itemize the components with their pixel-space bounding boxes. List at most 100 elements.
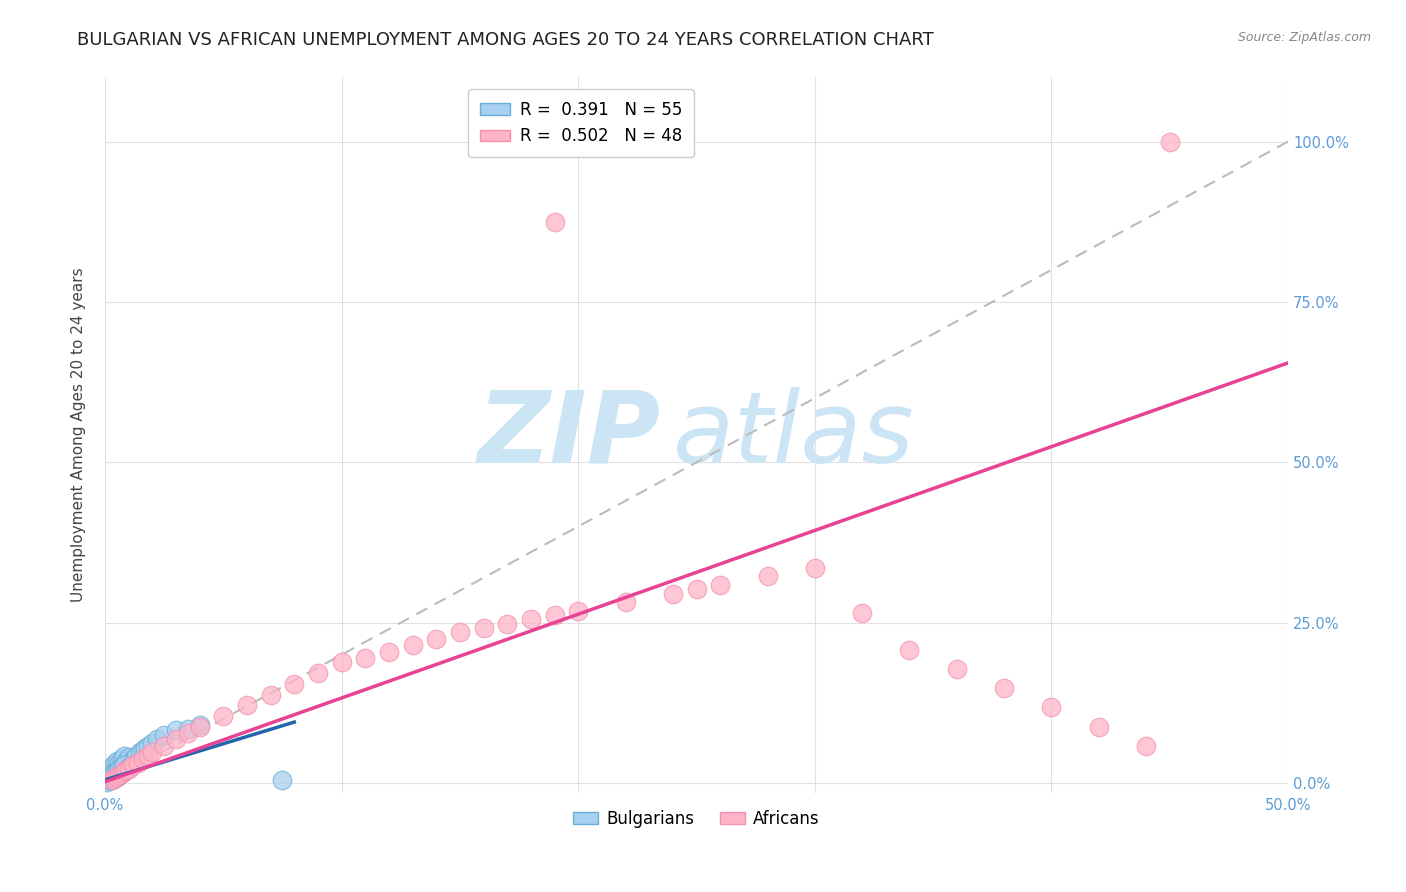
Legend: Bulgarians, Africans: Bulgarians, Africans	[567, 803, 827, 834]
Point	[115, 754, 138, 768]
Point	[105, 762, 128, 776]
Point	[136, 749, 159, 764]
Point	[165, 723, 187, 738]
Point	[105, 754, 128, 768]
Point	[236, 698, 259, 712]
Point	[188, 720, 211, 734]
Y-axis label: Unemployment Among Ages 20 to 24 years: Unemployment Among Ages 20 to 24 years	[72, 268, 86, 602]
Point	[378, 644, 401, 658]
Point	[122, 758, 145, 772]
Point	[101, 771, 124, 785]
Point	[141, 736, 163, 750]
Point	[105, 758, 128, 772]
Point	[543, 215, 565, 229]
Point	[146, 732, 169, 747]
Point	[307, 665, 329, 680]
Point	[401, 638, 423, 652]
Point	[103, 771, 125, 785]
Text: Source: ZipAtlas.com: Source: ZipAtlas.com	[1237, 31, 1371, 45]
Point	[108, 756, 131, 770]
Point	[110, 766, 132, 780]
Point	[614, 595, 637, 609]
Point	[101, 770, 124, 784]
Text: atlas: atlas	[673, 386, 914, 483]
Point	[177, 722, 200, 736]
Point	[177, 726, 200, 740]
Point	[188, 718, 211, 732]
Point	[115, 763, 138, 777]
Point	[122, 752, 145, 766]
Point	[103, 763, 125, 777]
Point	[118, 758, 141, 772]
Point	[685, 582, 707, 597]
Point	[105, 770, 128, 784]
Point	[449, 625, 471, 640]
Point	[110, 752, 132, 766]
Point	[1159, 135, 1181, 149]
Point	[101, 772, 124, 787]
Point	[1135, 739, 1157, 753]
Point	[993, 681, 1015, 695]
Point	[98, 771, 121, 785]
Point	[108, 768, 131, 782]
Point	[103, 772, 125, 787]
Point	[283, 676, 305, 690]
Point	[96, 772, 118, 787]
Point	[567, 604, 589, 618]
Point	[756, 569, 779, 583]
Point	[127, 756, 149, 770]
Point	[110, 758, 132, 772]
Point	[120, 756, 142, 770]
Point	[1040, 700, 1063, 714]
Point	[212, 708, 235, 723]
Point	[132, 752, 155, 766]
Point	[496, 616, 519, 631]
Point	[105, 766, 128, 780]
Point	[112, 756, 135, 770]
Point	[118, 750, 141, 764]
Point	[354, 651, 377, 665]
Point	[112, 758, 135, 772]
Point	[108, 764, 131, 779]
Point	[662, 587, 685, 601]
Text: BULGARIAN VS AFRICAN UNEMPLOYMENT AMONG AGES 20 TO 24 YEARS CORRELATION CHART: BULGARIAN VS AFRICAN UNEMPLOYMENT AMONG …	[77, 31, 934, 49]
Point	[112, 762, 135, 776]
Point	[330, 656, 353, 670]
Point	[946, 662, 969, 676]
Point	[136, 739, 159, 753]
Point	[112, 764, 135, 779]
Point	[110, 760, 132, 774]
Point	[259, 688, 281, 702]
Point	[112, 764, 135, 779]
Point	[125, 749, 148, 764]
Point	[118, 760, 141, 774]
Point	[118, 762, 141, 776]
Point	[153, 728, 176, 742]
Point	[472, 621, 495, 635]
Point	[110, 766, 132, 780]
Point	[804, 561, 827, 575]
Point	[105, 764, 128, 779]
Point	[129, 745, 152, 759]
Point	[543, 607, 565, 622]
Point	[101, 764, 124, 779]
Point	[105, 770, 128, 784]
Point	[98, 766, 121, 780]
Point	[115, 760, 138, 774]
Point	[112, 749, 135, 764]
Point	[141, 745, 163, 759]
Point	[709, 578, 731, 592]
Point	[165, 732, 187, 747]
Point	[108, 760, 131, 774]
Point	[103, 756, 125, 771]
Point	[134, 740, 156, 755]
Point	[115, 763, 138, 777]
Text: ZIP: ZIP	[478, 386, 661, 483]
Point	[101, 760, 124, 774]
Point	[108, 768, 131, 782]
Point	[108, 762, 131, 776]
Point	[153, 739, 176, 753]
Point	[132, 742, 155, 756]
Point	[271, 772, 294, 787]
Point	[851, 606, 873, 620]
